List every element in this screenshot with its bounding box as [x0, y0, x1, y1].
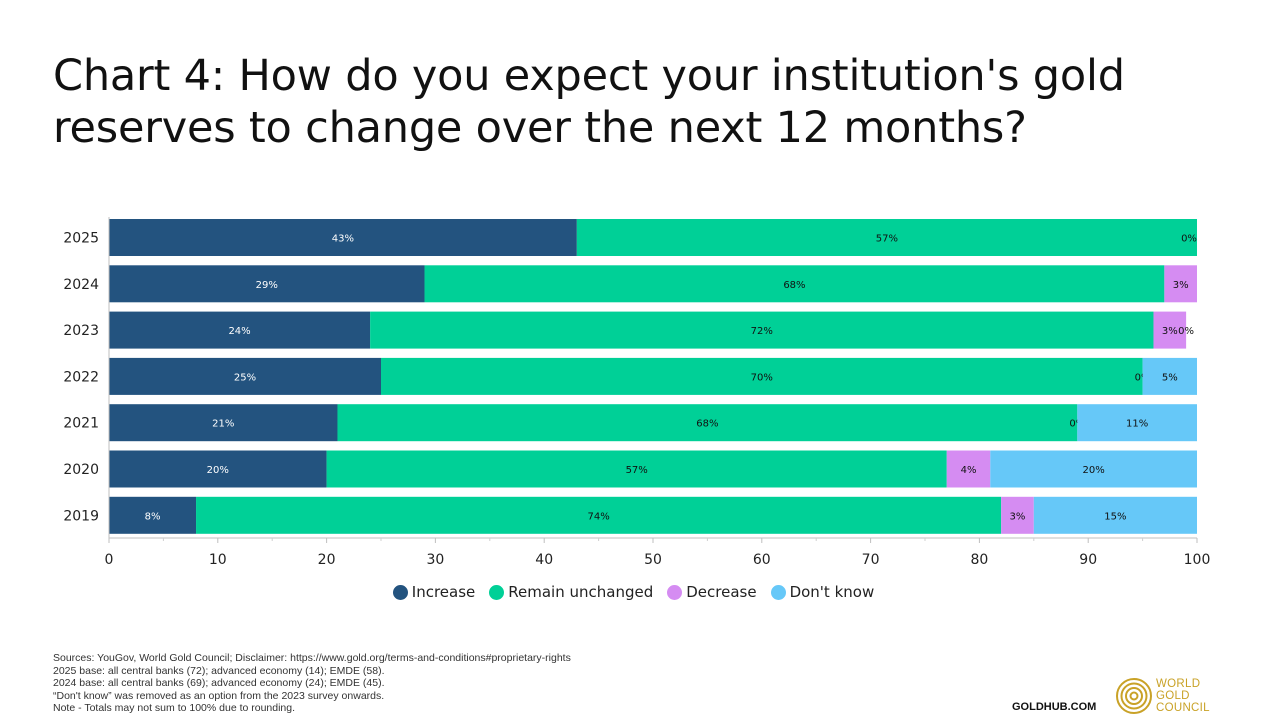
x-tick-label-40: 40: [535, 552, 553, 568]
logo-line-world: WORLD: [1156, 678, 1201, 690]
footnote-2024-base: 2024 base: all central banks (69); advan…: [53, 677, 385, 690]
legend-label-remain-unchanged: Remain unchanged: [508, 583, 654, 601]
legend-swatch-increase: [392, 584, 408, 600]
y-tick-label-2021: 2021: [63, 416, 99, 432]
chart-title-line-1: Chart 4: How do you expect your institut…: [53, 51, 1125, 101]
bar-remain-unchanged-2025: [576, 219, 1197, 256]
data-label-increase-2021: 21%: [212, 419, 234, 430]
x-tick-label-80: 80: [970, 552, 988, 568]
bar-increase-2021: [109, 404, 338, 442]
legend-label-decrease: Decrease: [686, 583, 757, 601]
legend-item-increase[interactable]: Increase: [392, 583, 476, 601]
data-label-increase-2022: 25%: [234, 372, 256, 383]
y-tick-label-2024: 2024: [63, 277, 99, 293]
bar-remain-unchanged-2020: [326, 450, 947, 488]
bar-increase-2025: [109, 219, 577, 256]
data-label-decrease-2020: 4%: [961, 465, 977, 476]
footnote-rounding: Note - Totals may not sum to 100% due to…: [53, 702, 296, 715]
bar-decrease-2024: [1164, 265, 1197, 303]
x-tick-label-70: 70: [862, 552, 880, 568]
data-label-remain-unchanged-2025: 57%: [876, 234, 898, 245]
bar-don-t-know-2021: [1077, 404, 1197, 442]
x-tick-label-20: 20: [318, 552, 336, 568]
data-label-remain-unchanged-2019: 74%: [587, 511, 609, 522]
data-label-increase-2024: 29%: [256, 280, 278, 291]
data-label-remain-unchanged-2023: 72%: [751, 326, 773, 337]
chart-title-line-2: reserves to change over the next 12 mont…: [53, 103, 1027, 153]
chart-legend: Increase Remain unchanged Decrease Don't kn…: [0, 583, 1267, 601]
footnote-dont-know: “Don't know” was removed as an option fr…: [53, 689, 385, 702]
legend-label-don-t-know: Don't know: [789, 583, 875, 601]
logo-line-council: COUNCIL: [1156, 702, 1210, 714]
data-label-decrease-2024: 3%: [1173, 280, 1189, 291]
y-tick-label-2019: 2019: [63, 508, 99, 524]
x-tick-label-100: 100: [1184, 552, 1211, 568]
data-label-increase-2019: 8%: [145, 511, 161, 522]
data-label-decrease-2023: 3%: [1162, 326, 1178, 337]
y-tick-label-2023: 2023: [63, 323, 99, 339]
bar-remain-unchanged-2024: [424, 265, 1165, 303]
data-label-decrease-2019: 3%: [1010, 511, 1026, 522]
bar-remain-unchanged-2021: [337, 404, 1078, 442]
data-label-increase-2023: 24%: [228, 326, 250, 337]
footnote-sources: Sources: YouGov, World Gold Council; Dis…: [53, 652, 571, 664]
bar-decrease-2020: [946, 450, 991, 488]
data-label-remain-unchanged-2020: 57%: [626, 465, 648, 476]
bar-don-t-know-2019: [1033, 496, 1197, 534]
legend-item-remain-unchanged[interactable]: Remain unchanged: [489, 583, 653, 601]
data-label-don-t-know-2023: 0%: [1178, 326, 1194, 337]
bar-increase-2019: [109, 496, 197, 534]
bar-increase-2020: [109, 450, 327, 488]
data-label-don-t-know-2019: 15%: [1104, 511, 1126, 522]
x-tick-label-10: 10: [209, 552, 227, 568]
data-label-don-t-know-2021: 11%: [1126, 419, 1148, 430]
bar-remain-unchanged-2022: [381, 357, 1143, 395]
bar-decrease-2019: [1001, 496, 1034, 534]
y-tick-label-2022: 2022: [63, 369, 99, 385]
y-tick-label-2020: 2020: [63, 462, 99, 478]
legend-item-don-t-know[interactable]: Don't know: [770, 583, 875, 601]
logo-line-gold: GOLD: [1156, 690, 1190, 702]
data-label-remain-unchanged-2024: 68%: [783, 280, 805, 291]
footnotes: Sources: YouGov, World Gold Council; Dis…: [53, 652, 571, 715]
data-label-increase-2020: 20%: [207, 465, 229, 476]
x-tick-label-0: 0: [105, 552, 114, 568]
legend-swatch-decrease: [667, 584, 683, 600]
data-label-remain-unchanged-2021: 68%: [696, 419, 718, 430]
bar-don-t-know-2022: [1142, 357, 1197, 395]
data-label-don-t-know-2022: 5%: [1162, 372, 1178, 383]
bar-increase-2024: [109, 265, 425, 303]
data-label-increase-2025: 43%: [332, 234, 354, 245]
world-gold-council-wordmark: WORLD GOLD COUNCIL: [1156, 678, 1210, 714]
chart-title: Chart 4: How do you expect your institut…: [53, 50, 1203, 154]
bar-increase-2022: [109, 357, 381, 395]
legend-label-increase: Increase: [411, 583, 476, 601]
bar-remain-unchanged-2023: [370, 311, 1154, 349]
footnote-2025-base: 2025 base: all central banks (72); advan…: [53, 664, 385, 677]
legend-swatch-don-t-know: [770, 584, 786, 600]
data-label-remain-unchanged-2022: 70%: [751, 372, 773, 383]
bar-remain-unchanged-2019: [196, 496, 1002, 534]
goldhub-link[interactable]: GOLDHUB.COM: [1012, 701, 1097, 713]
x-tick-label-50: 50: [644, 552, 662, 568]
legend-swatch-remain-unchanged: [489, 584, 505, 600]
data-label-don-t-know-2020: 20%: [1083, 465, 1105, 476]
bar-decrease-2023: [1153, 311, 1187, 349]
bar-don-t-know-2020: [990, 450, 1197, 488]
x-tick-label-30: 30: [426, 552, 444, 568]
x-tick-label-60: 60: [753, 552, 771, 568]
legend-item-decrease[interactable]: Decrease: [667, 583, 757, 601]
y-tick-label-2025: 2025: [63, 231, 99, 247]
x-tick-label-90: 90: [1079, 552, 1097, 568]
data-label-decrease-2025: 0%: [1181, 234, 1197, 245]
world-gold-council-logo-icon: [1116, 678, 1152, 714]
bar-increase-2023: [109, 311, 371, 349]
stacked-bar-chart: 2025 43% 57% 0%2024 29% 68% 3%2023 24% 72% 3% 0%20…: [63, 217, 1211, 568]
